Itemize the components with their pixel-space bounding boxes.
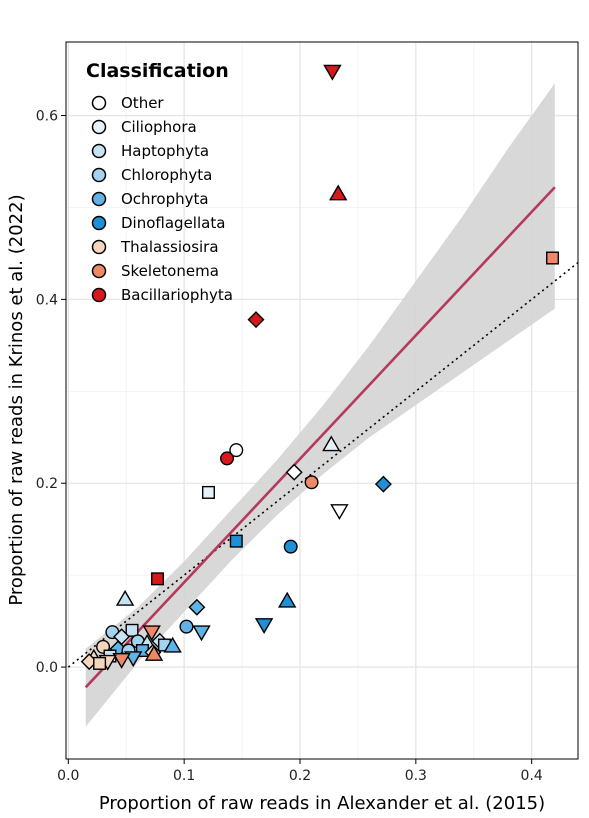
- data-point: [374, 475, 392, 493]
- legend-key: [91, 263, 107, 279]
- data-point: [328, 184, 348, 201]
- data-point: [144, 645, 164, 661]
- data-point: [254, 618, 274, 634]
- data-point: [192, 625, 211, 642]
- legend-label: Skeletonema: [121, 262, 219, 280]
- data-point: [285, 463, 303, 481]
- legend: Classification Other Ciliophora Haptophyta…: [86, 60, 233, 304]
- legend-key: [91, 167, 107, 183]
- y-axis-title: Proportion of raw reads in Krinos et al.…: [6, 194, 27, 605]
- legend-key: [91, 239, 107, 255]
- legend-title: Classification: [86, 60, 229, 82]
- data-point: [330, 504, 349, 520]
- legend-label: Thalassiosira: [120, 238, 219, 256]
- data-point: [93, 656, 107, 670]
- legend-label: Other: [121, 94, 164, 112]
- data-point: [142, 625, 161, 642]
- data-point: [283, 539, 298, 554]
- data-point: [220, 451, 235, 466]
- data-point: [115, 589, 135, 606]
- legend-key: [91, 215, 107, 231]
- data-point: [125, 623, 139, 637]
- x-axis-ticks: 0.0 0.1 0.2 0.3 0.4: [57, 759, 543, 784]
- data-points: [80, 64, 560, 671]
- legend-key: [91, 191, 107, 207]
- plot-border: [65, 41, 579, 760]
- confidence-band-area: [85, 83, 555, 727]
- data-point: [277, 591, 297, 608]
- x-tick-label: 0.4: [521, 768, 543, 784]
- legend-label: Ochrophyta: [121, 190, 209, 208]
- data-point: [163, 636, 182, 653]
- data-point: [151, 572, 165, 586]
- reference-lines: [67, 186, 579, 689]
- legend-label: Haptophyta: [121, 142, 209, 160]
- data-point: [322, 435, 341, 452]
- legend-label: Bacillariophyta: [121, 286, 233, 304]
- y-tick-label: 0.2: [36, 476, 58, 492]
- legend-key: [91, 119, 107, 135]
- x-tick-label: 0.3: [405, 768, 427, 784]
- x-tick-label: 0.2: [289, 768, 311, 784]
- confidence-band: [85, 83, 555, 727]
- regression-line: [84, 186, 556, 689]
- legend-label: Dinoflagellata: [121, 214, 225, 232]
- data-point: [304, 475, 319, 490]
- x-tick-label: 0.0: [57, 768, 79, 784]
- data-point: [546, 251, 560, 265]
- data-point: [247, 311, 265, 329]
- legend-label: Ciliophora: [121, 118, 197, 136]
- legend-key: [91, 143, 107, 159]
- data-point: [112, 653, 131, 669]
- data-point: [201, 485, 215, 499]
- y-tick-label: 0.4: [36, 292, 58, 308]
- data-point: [323, 64, 342, 81]
- y-tick-label: 0.0: [36, 660, 58, 676]
- data-point: [229, 443, 244, 458]
- data-point: [188, 598, 206, 616]
- data-point: [179, 619, 194, 634]
- identity-line: [67, 261, 579, 668]
- legend-key: [91, 95, 107, 111]
- y-axis-ticks: 0.0 0.2 0.4 0.6: [36, 109, 66, 676]
- legend-label: Chlorophyta: [121, 166, 212, 184]
- y-tick-label: 0.6: [36, 109, 58, 125]
- legend-key: [91, 287, 107, 303]
- x-tick-label: 0.1: [173, 768, 195, 784]
- data-point: [229, 534, 243, 548]
- x-axis-title: Proportion of raw reads in Alexander et …: [99, 793, 545, 814]
